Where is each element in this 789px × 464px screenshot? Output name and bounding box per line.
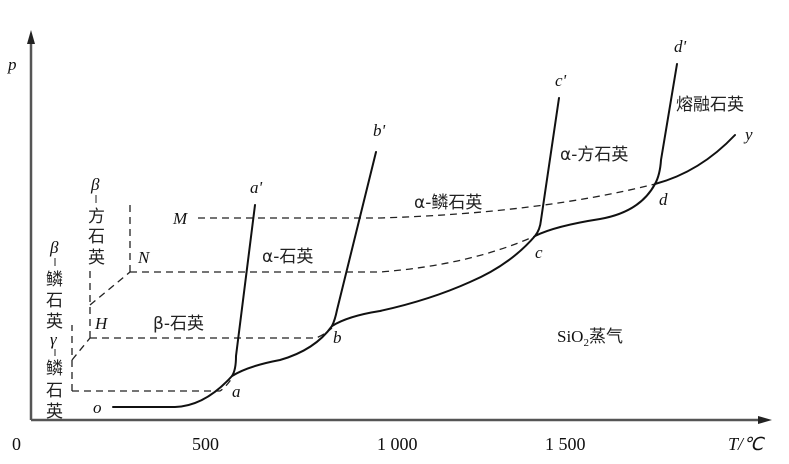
beta-tridymite-c2: 石 xyxy=(46,291,63,311)
axes: p 0 500 1 000 1 500 T/℃ xyxy=(7,30,772,454)
region-sio2-vapor: SiO2蒸气 xyxy=(557,327,623,349)
boundary-a-a-prime xyxy=(231,204,256,377)
x-tick-0: 0 xyxy=(12,434,21,454)
vapor-subscript: 2 xyxy=(583,337,589,349)
region-labels: β-石英 α-石英 α-鳞石英 α-方石英 熔融石英 SiO2蒸气 β 方 石 … xyxy=(46,95,744,422)
point-N: N xyxy=(137,248,151,267)
point-o: o xyxy=(93,398,102,417)
point-d: d xyxy=(659,190,668,209)
boundary-d-d-prime xyxy=(654,63,678,185)
point-b-prime: b' xyxy=(373,121,386,140)
point-d-prime: d' xyxy=(674,37,687,56)
gamma-tridymite-greek: γ xyxy=(50,330,58,349)
vapor-prefix: SiO xyxy=(557,327,583,346)
region-alpha-cristobalite: α-方石英 xyxy=(560,145,628,165)
point-a-prime: a' xyxy=(250,178,263,197)
point-b: b xyxy=(333,328,342,347)
vapor-pressure-curve xyxy=(112,134,736,408)
beta-tridymite-c3: 英 xyxy=(46,312,63,332)
beta-cristobalite-greek: β xyxy=(90,175,100,194)
x-axis-label: T/℃ xyxy=(728,434,765,454)
n-to-h-diagonal xyxy=(89,271,131,306)
beta-tridymite-c1: 鳞 xyxy=(46,270,63,290)
boundary-b-b-prime xyxy=(331,151,377,327)
region-fused-quartz: 熔融石英 xyxy=(676,95,744,115)
region-beta-quartz: β-石英 xyxy=(153,314,204,334)
beta-cristobalite-c2: 石 xyxy=(88,227,105,247)
point-H: H xyxy=(94,314,109,333)
h-to-gamma-diagonal xyxy=(71,337,91,361)
phase-boundaries xyxy=(112,63,736,408)
point-labels: o a b c d y a' b' c' d' M N H xyxy=(93,37,753,417)
point-M: M xyxy=(172,209,188,228)
vapor-suffix: 蒸气 xyxy=(589,327,623,347)
beta-cristobalite-c3: 英 xyxy=(88,248,105,268)
region-beta-cristobalite: β 方 石 英 xyxy=(88,175,105,268)
x-tick-1000: 1 000 xyxy=(377,434,418,454)
gamma-tridymite-c2: 石 xyxy=(46,381,63,401)
alpha-tridymite-vapor-line xyxy=(198,183,656,219)
y-axis-label: p xyxy=(7,55,17,74)
gamma-tridymite-vapor-line xyxy=(72,377,233,392)
beta-tridymite-greek: β xyxy=(49,238,59,257)
point-c: c xyxy=(535,243,543,262)
point-y: y xyxy=(743,125,753,144)
boundary-c-c-prime xyxy=(534,97,560,237)
region-beta-tridymite: β 鳞 石 英 xyxy=(46,238,63,332)
region-gamma-tridymite: γ 鳞 石 英 xyxy=(46,330,63,422)
beta-cristobalite-c1: 方 xyxy=(88,207,105,227)
y-axis-arrow-icon xyxy=(27,30,35,44)
alpha-quartz-vapor-line xyxy=(130,235,536,273)
point-a: a xyxy=(232,382,241,401)
gamma-tridymite-c3: 英 xyxy=(46,402,63,422)
region-alpha-quartz: α-石英 xyxy=(262,247,313,267)
region-alpha-tridymite: α-鳞石英 xyxy=(414,193,482,213)
x-tick-500: 500 xyxy=(192,434,219,454)
point-c-prime: c' xyxy=(555,71,567,90)
x-axis-arrow-icon xyxy=(758,416,772,424)
beta-quartz-vapor-line xyxy=(90,327,333,339)
x-tick-1500: 1 500 xyxy=(545,434,586,454)
metastable-lines xyxy=(71,183,656,392)
gamma-tridymite-c1: 鳞 xyxy=(46,359,63,379)
